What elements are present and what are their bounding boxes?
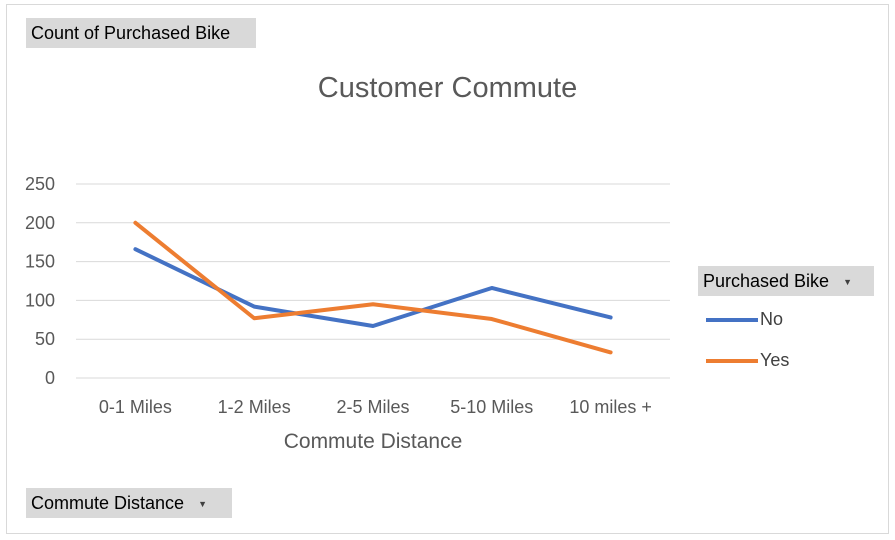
legend-field-button[interactable]: Purchased Bike ▼ (698, 266, 874, 296)
y-tick-label: 150 (25, 252, 55, 272)
x-tick-label: 5-10 Miles (450, 397, 533, 417)
y-tick-label: 100 (25, 290, 55, 310)
y-tick-label: 200 (25, 213, 55, 233)
axis-field-label: Commute Distance (31, 493, 185, 513)
x-axis-title: Commute Distance (284, 430, 463, 453)
legend-item-no: No (706, 307, 783, 331)
y-tick-label: 250 (25, 174, 55, 194)
chevron-down-icon: ▼ (198, 499, 207, 510)
y-tick-label: 0 (45, 368, 55, 388)
legend-swatch-no (706, 318, 758, 323)
x-tick-label: 10 miles + (569, 397, 652, 417)
legend-swatch-yes (706, 359, 758, 364)
series-line-yes (133, 220, 613, 355)
value-field-label: Count of Purchased Bike (31, 23, 231, 43)
x-tick-label: 0-1 Miles (99, 397, 172, 417)
legend-item-yes: Yes (706, 348, 789, 372)
y-tick-label: 50 (35, 329, 55, 349)
chevron-down-icon: ▼ (843, 277, 852, 288)
value-field-button[interactable]: Count of Purchased Bike (26, 18, 256, 48)
series-line-no (133, 247, 613, 329)
x-tick-label: 2-5 Miles (336, 397, 409, 417)
legend-label-yes: Yes (760, 350, 790, 370)
x-tick-label: 1-2 Miles (218, 397, 291, 417)
chart-title: Customer Commute (317, 72, 578, 104)
axis-field-button[interactable]: Commute Distance ▼ (26, 488, 232, 518)
legend-label-no: No (760, 309, 784, 329)
legend-field-label: Purchased Bike (703, 271, 830, 291)
